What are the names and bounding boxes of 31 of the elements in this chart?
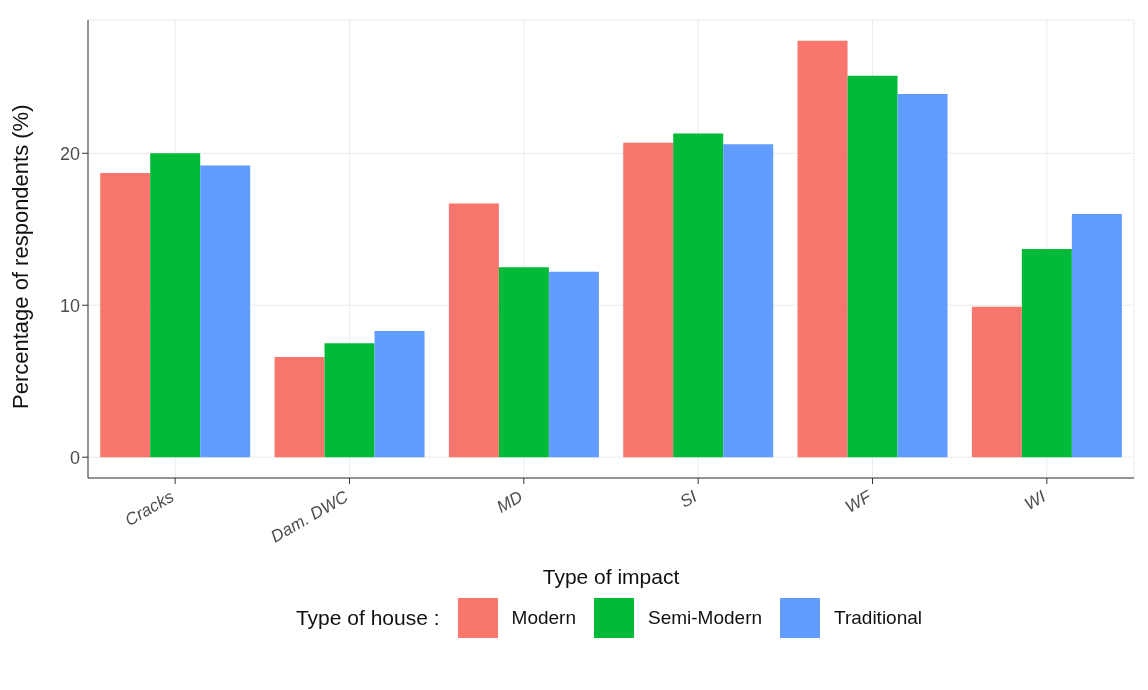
legend-label: Semi-Modern [647,606,763,630]
x-tick-label: WF [842,486,876,517]
bar [498,267,549,458]
x-tick-label: SI [676,486,701,512]
bar [324,343,375,458]
bar [1071,214,1122,458]
bar [274,356,325,458]
bar [100,173,151,458]
y-tick-label: 10 [59,295,80,316]
bar [623,142,674,458]
bar [200,165,251,458]
bar [797,40,848,458]
bar [673,133,724,458]
x-tick-label: MD [493,487,526,517]
x-tick-label: WI [1021,486,1050,514]
legend-label: Traditional [833,606,923,630]
bar [448,203,499,458]
bar [723,144,774,458]
bar [150,153,201,458]
bar [1021,249,1072,458]
bar [548,271,599,458]
y-tick-label: 20 [59,143,80,164]
bar [897,94,948,458]
bar [847,75,898,458]
y-tick-label: 0 [69,447,80,468]
legend-title: Type of house : [295,606,440,630]
x-axis-title: Type of impact [542,565,680,588]
legend-label: Modern [510,606,576,630]
bar [374,331,425,458]
y-axis-title: Percentage of respondents (%) [7,104,33,409]
bar [971,306,1022,458]
